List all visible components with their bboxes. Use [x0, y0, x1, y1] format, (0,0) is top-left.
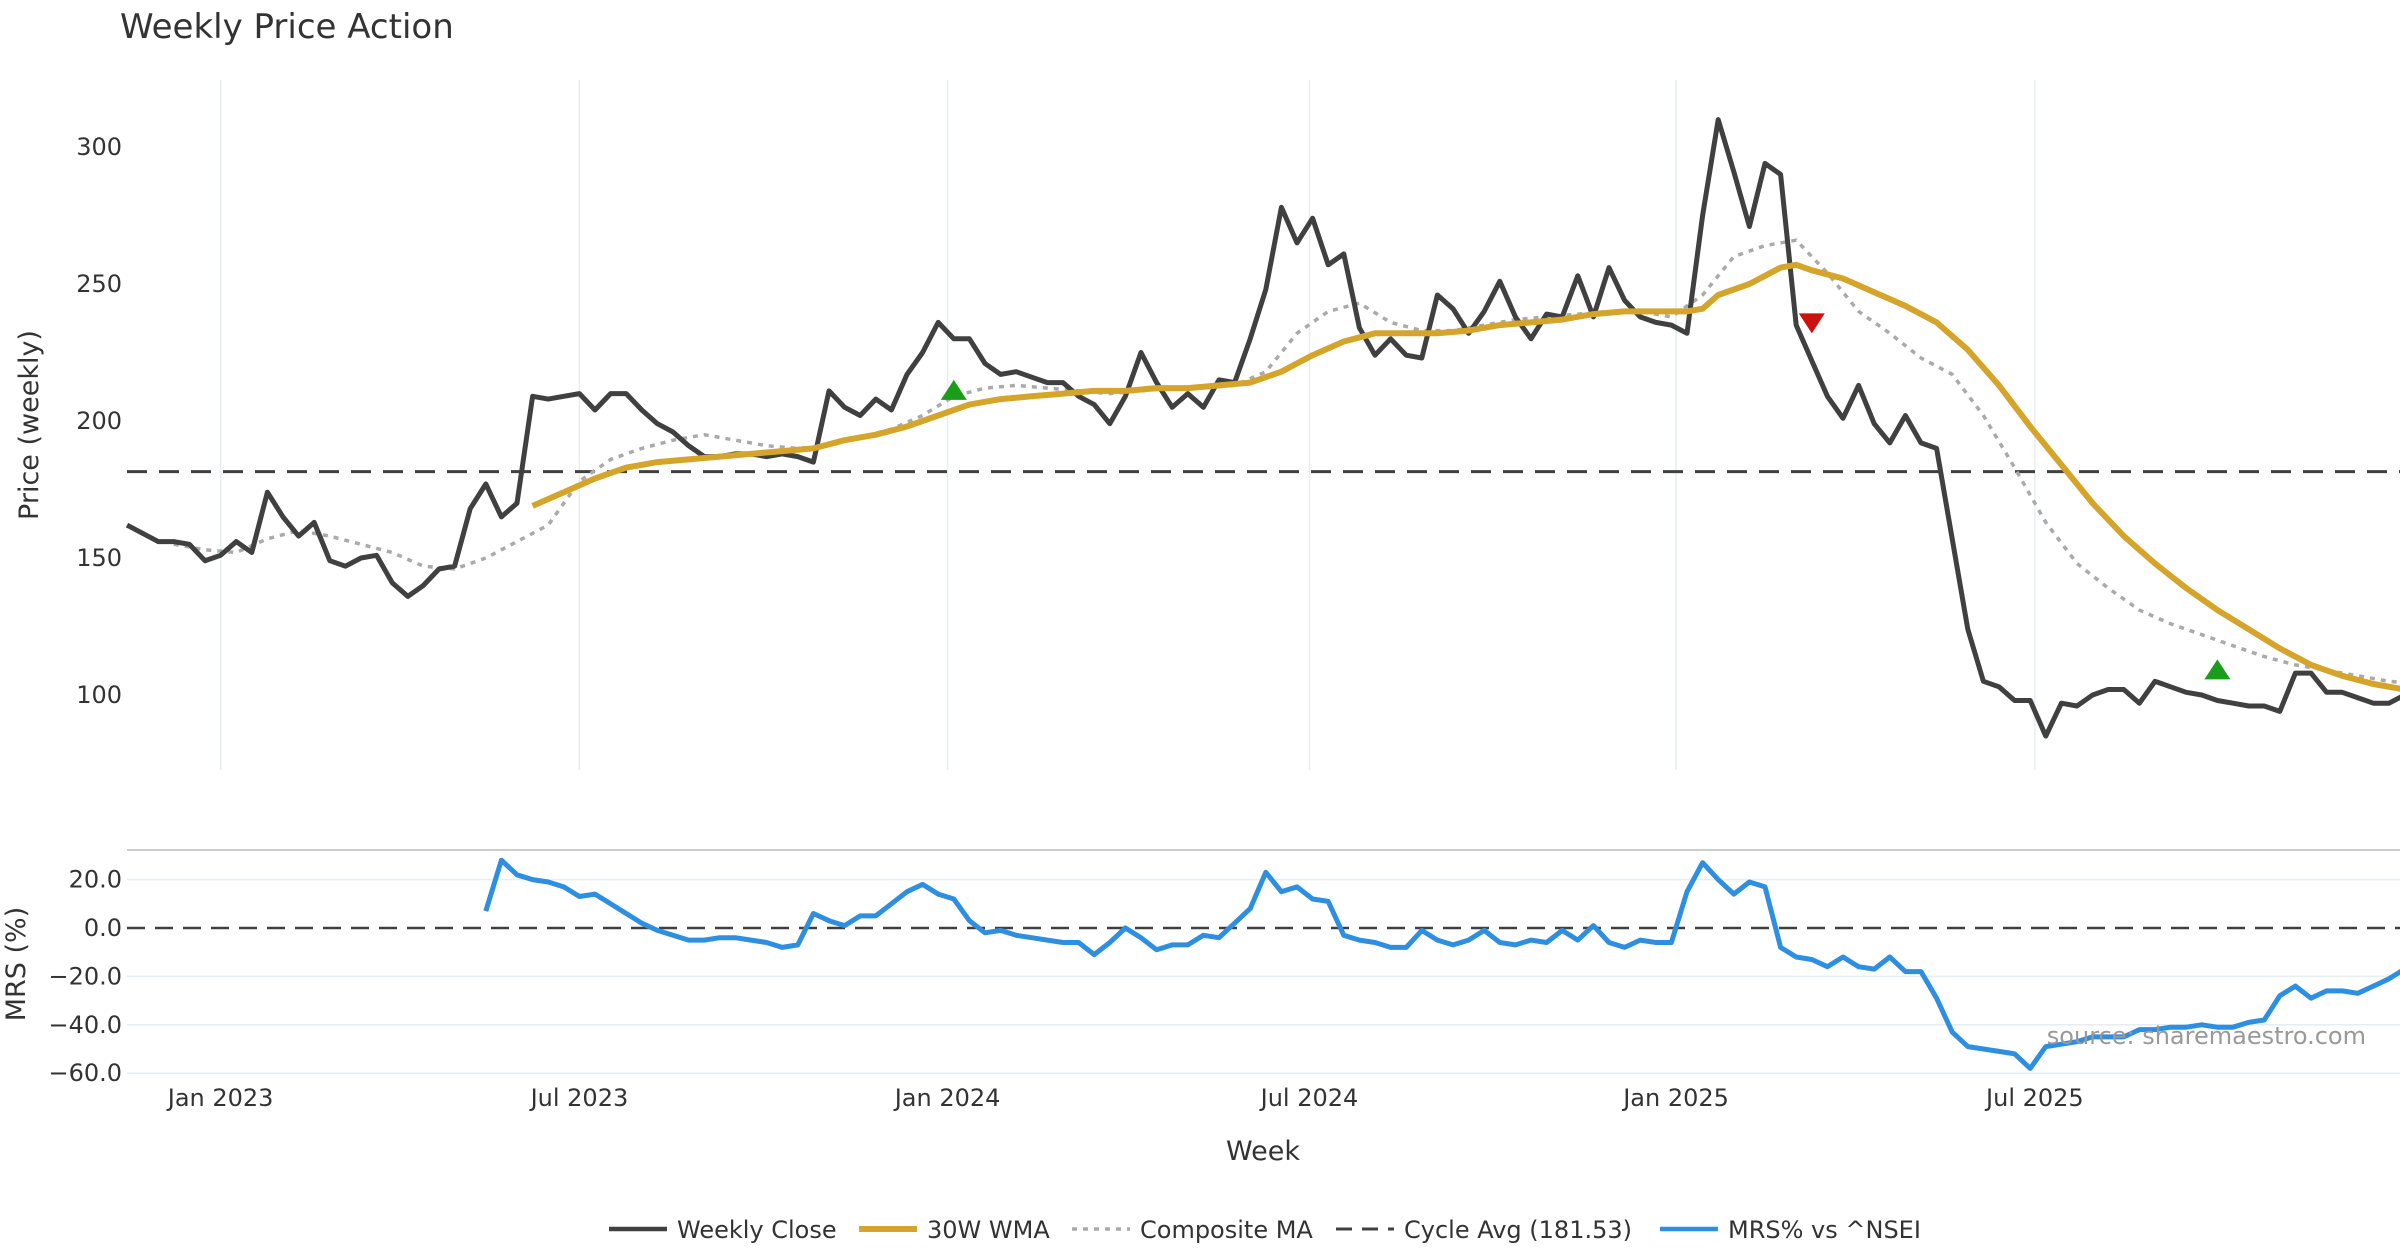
price-y-axis-label: Price (weekly) — [14, 330, 45, 520]
mrs-y-tick: 0.0 — [84, 914, 122, 942]
legend-label: Weekly Close — [677, 1216, 837, 1244]
x-tick-label: Jul 2025 — [1984, 1084, 2084, 1112]
chart-title: Weekly Price Action — [120, 7, 454, 47]
mrs-y-ticks: 20.0 0.0 −20.0 −40.0 −60.0 — [48, 866, 122, 1088]
mrs-y-tick: −40.0 — [48, 1011, 122, 1039]
x-tick-label: Jan 2024 — [893, 1084, 1001, 1112]
composite-ma-line — [173, 238, 2400, 685]
x-tick-label: Jul 2024 — [1259, 1084, 1359, 1112]
mrs-y-tick: −20.0 — [48, 962, 122, 990]
price-y-tick: 100 — [76, 681, 122, 709]
mrs-line — [483, 857, 2400, 1071]
mrs-y-axis-label: MRS (%) — [1, 907, 32, 1022]
legend-label: 30W WMA — [927, 1216, 1050, 1244]
mrs-y-tick: 20.0 — [69, 866, 122, 894]
signal-markers — [940, 313, 2231, 680]
sell-signal-marker — [1798, 313, 1825, 334]
x-tick-label: Jan 2025 — [1621, 1084, 1729, 1112]
wma-30w-line — [531, 261, 2400, 692]
legend: Weekly Close 30W WMA Composite MA Cycle Avg… — [609, 1216, 1921, 1244]
price-gridlines — [219, 80, 2036, 770]
x-tick-label: Jul 2023 — [529, 1084, 629, 1112]
legend-label: Composite MA — [1140, 1216, 1313, 1244]
legend-label: MRS% vs ^NSEI — [1728, 1216, 1921, 1244]
mrs-y-tick: −60.0 — [48, 1059, 122, 1087]
x-axis-ticks: Jan 2023 Jul 2023 Jan 2024 Jul 2024 Jan 2025… — [166, 1084, 2084, 1112]
x-tick-label: Jan 2023 — [166, 1084, 274, 1112]
price-y-tick: 150 — [76, 544, 122, 572]
price-y-tick: 250 — [76, 270, 122, 298]
buy-signal-marker — [2204, 659, 2231, 680]
weekly-close-line — [125, 117, 2400, 739]
price-y-tick: 200 — [76, 407, 122, 435]
buy-signal-marker — [940, 379, 967, 400]
x-axis-label: Week — [1226, 1136, 1300, 1167]
price-y-tick: 300 — [76, 133, 122, 161]
price-y-ticks: 100 150 200 250 300 — [76, 133, 122, 709]
source-watermark: source: sharemaestro.com — [2047, 1022, 2366, 1050]
legend-label: Cycle Avg (181.53) — [1404, 1216, 1632, 1244]
